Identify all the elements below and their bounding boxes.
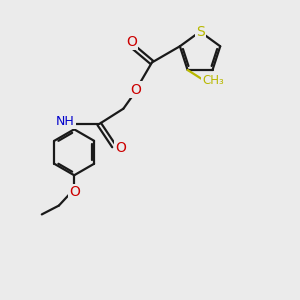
- Text: CH₃: CH₃: [202, 74, 224, 87]
- Text: O: O: [126, 35, 137, 49]
- Text: NH: NH: [56, 115, 75, 128]
- Text: S: S: [196, 25, 204, 39]
- Text: O: O: [115, 141, 126, 154]
- Text: O: O: [69, 185, 80, 199]
- Text: O: O: [130, 82, 142, 97]
